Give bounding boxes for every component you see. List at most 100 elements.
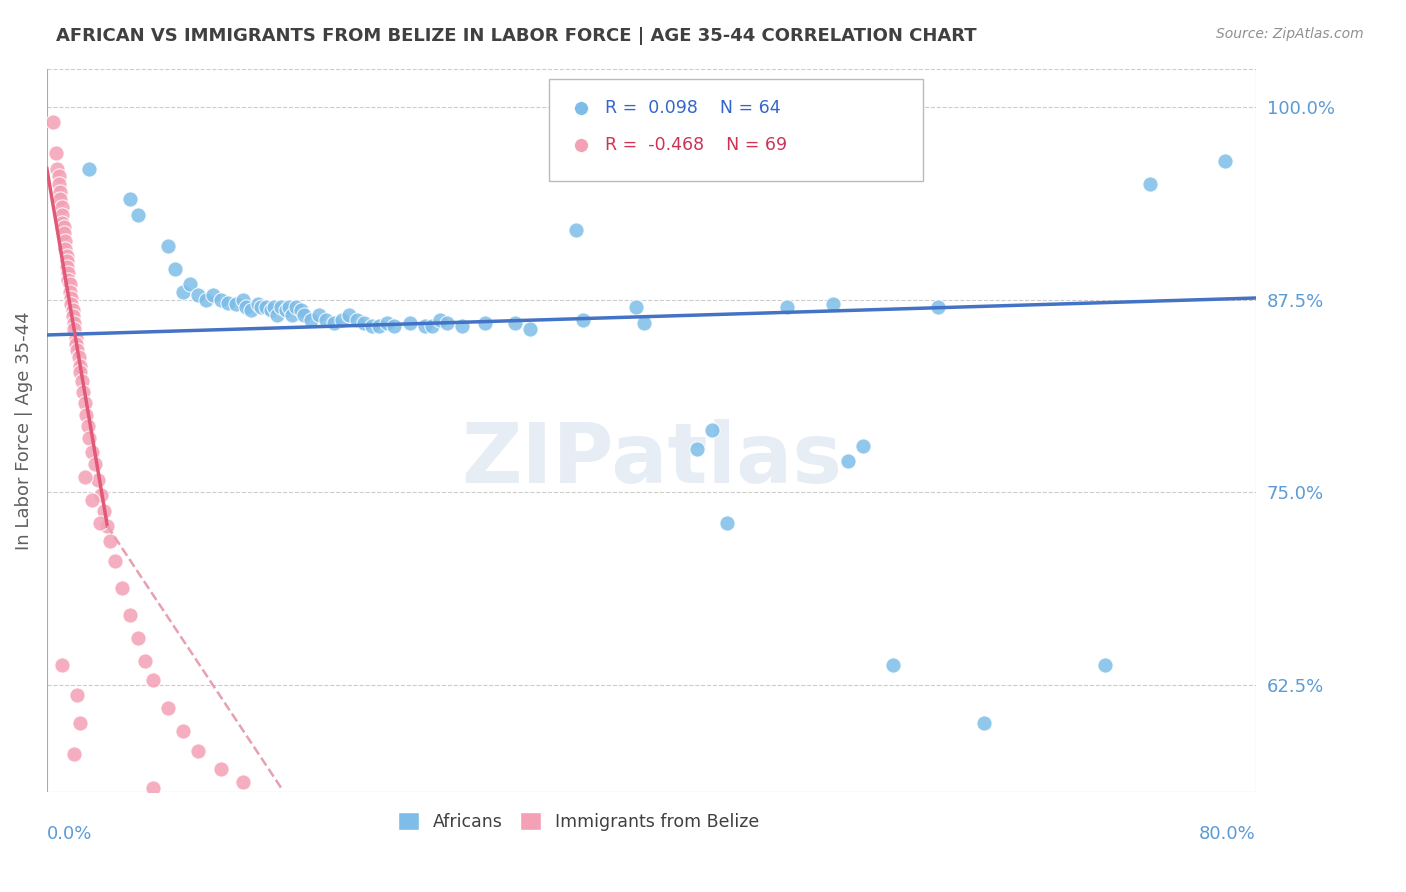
- Point: [323, 316, 346, 330]
- Point: [1139, 177, 1161, 191]
- Point: [42, 115, 65, 129]
- Text: R =  -0.468    N = 69: R = -0.468 N = 69: [606, 136, 787, 153]
- Point: [209, 293, 232, 307]
- Point: [98, 534, 121, 549]
- Point: [60, 291, 83, 305]
- Point: [429, 312, 451, 326]
- Point: [165, 261, 187, 276]
- Point: [703, 185, 725, 199]
- Point: [87, 473, 110, 487]
- Point: [250, 300, 273, 314]
- Point: [89, 516, 111, 530]
- Point: [56, 272, 79, 286]
- Point: [77, 161, 100, 176]
- Point: [62, 303, 84, 318]
- Point: [51, 215, 73, 229]
- Point: [66, 343, 89, 358]
- Point: [927, 300, 949, 314]
- Point: [263, 300, 285, 314]
- Point: [65, 331, 87, 345]
- Point: [1215, 153, 1237, 168]
- Point: [519, 322, 541, 336]
- Point: [142, 780, 165, 795]
- Point: [52, 220, 75, 235]
- Point: [290, 303, 312, 318]
- Point: [58, 277, 80, 292]
- Point: [156, 238, 179, 252]
- Point: [76, 418, 98, 433]
- Point: [127, 208, 149, 222]
- Point: [111, 581, 134, 595]
- Point: [46, 161, 69, 176]
- Point: [55, 249, 77, 263]
- Point: [49, 185, 72, 199]
- Point: [72, 384, 94, 399]
- Point: [398, 316, 420, 330]
- Point: [51, 657, 73, 672]
- Point: [65, 337, 87, 351]
- Point: [973, 716, 995, 731]
- Point: [202, 288, 225, 302]
- Point: [254, 300, 277, 314]
- Point: [60, 297, 83, 311]
- Point: [73, 396, 96, 410]
- Point: [299, 312, 322, 326]
- Point: [53, 242, 76, 256]
- Point: [225, 297, 247, 311]
- Point: [127, 632, 149, 646]
- Point: [837, 454, 859, 468]
- Text: 0.0%: 0.0%: [46, 825, 93, 843]
- Point: [882, 657, 904, 672]
- Point: [235, 300, 257, 314]
- Point: [187, 288, 209, 302]
- Point: [232, 774, 254, 789]
- Point: [55, 254, 77, 268]
- Point: [633, 316, 655, 330]
- Y-axis label: In Labor Force | Age 35-44: In Labor Force | Age 35-44: [15, 311, 32, 549]
- Text: Source: ZipAtlas.com: Source: ZipAtlas.com: [1216, 27, 1364, 41]
- Point: [69, 365, 91, 379]
- Point: [503, 316, 526, 330]
- Point: [63, 747, 86, 761]
- Point: [52, 227, 75, 241]
- Point: [96, 519, 118, 533]
- Point: [277, 300, 299, 314]
- Point: [51, 200, 73, 214]
- Point: [346, 312, 368, 326]
- Point: [413, 318, 436, 333]
- Point: [48, 169, 70, 184]
- Point: [624, 300, 647, 314]
- Point: [685, 442, 707, 456]
- Point: [73, 469, 96, 483]
- Point: [104, 554, 127, 568]
- Point: [67, 350, 90, 364]
- Legend: Africans, Immigrants from Belize: Africans, Immigrants from Belize: [398, 812, 759, 830]
- Point: [118, 193, 141, 207]
- Point: [45, 146, 67, 161]
- Point: [436, 316, 458, 330]
- Point: [70, 374, 93, 388]
- Point: [821, 297, 844, 311]
- Point: [259, 303, 281, 318]
- Point: [451, 318, 474, 333]
- Point: [270, 300, 292, 314]
- Point: [420, 318, 443, 333]
- Point: [368, 318, 391, 333]
- Point: [217, 295, 239, 310]
- Point: [134, 655, 156, 669]
- Point: [330, 312, 353, 326]
- Point: [337, 308, 360, 322]
- FancyBboxPatch shape: [548, 79, 924, 181]
- Point: [172, 723, 194, 738]
- Point: [384, 318, 406, 333]
- Point: [90, 488, 112, 502]
- Point: [48, 177, 70, 191]
- Point: [187, 744, 209, 758]
- Point: [232, 293, 254, 307]
- Point: [142, 673, 165, 687]
- Point: [179, 277, 201, 292]
- Point: [118, 608, 141, 623]
- Text: R =  0.098    N = 64: R = 0.098 N = 64: [606, 99, 780, 118]
- Point: [69, 716, 91, 731]
- Point: [274, 303, 297, 318]
